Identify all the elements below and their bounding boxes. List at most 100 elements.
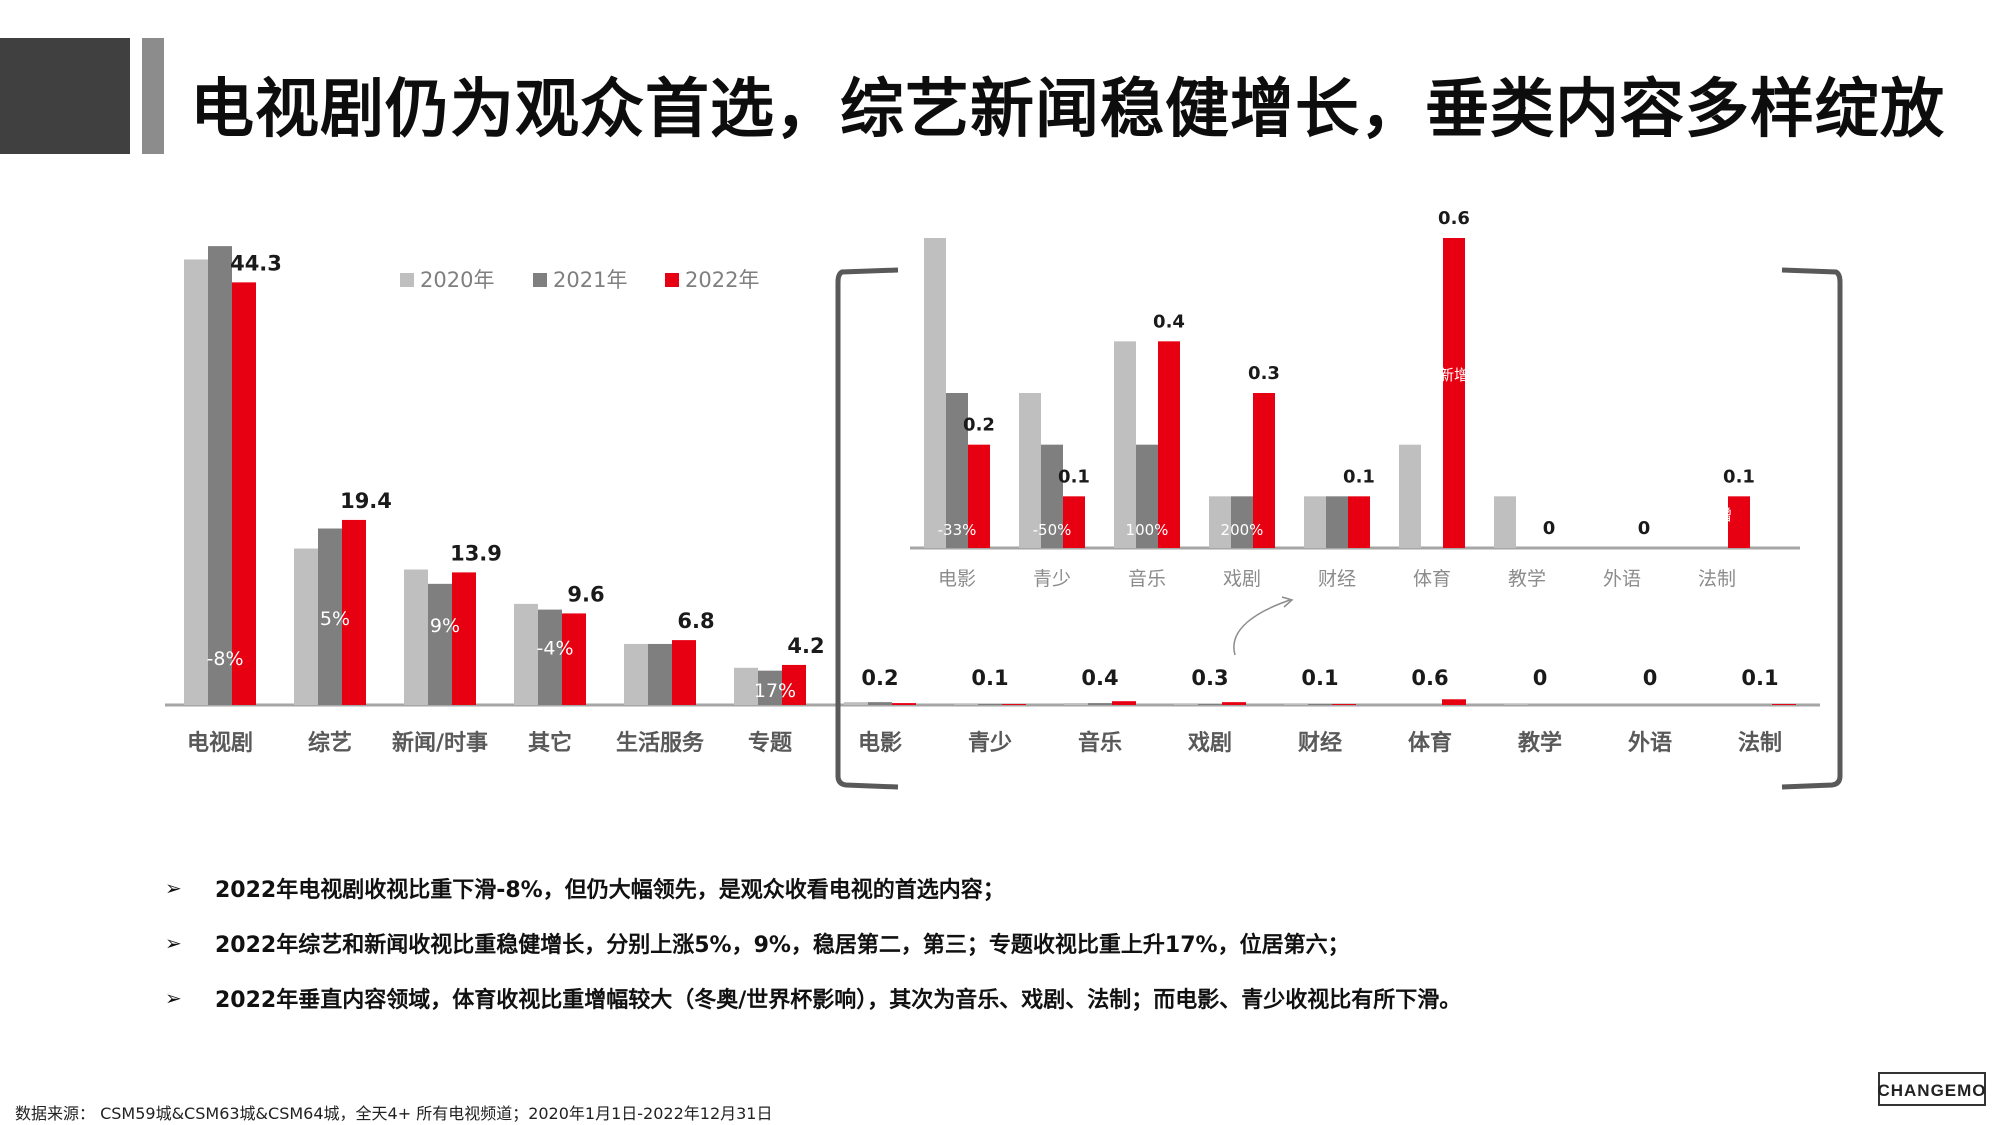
x-tick-label: 青少: [968, 731, 1012, 756]
x-tick-label: 外语: [1628, 730, 1672, 756]
bar-2020年: [184, 259, 208, 705]
inset-bar-2021年: [1231, 496, 1253, 548]
bullet-text: 2022年电视剧收视比重下滑-8%，但仍大幅领先，是观众收看电视的首选内容；: [215, 877, 1005, 903]
title-stripe-gray: [142, 38, 164, 154]
bar-2020年: [1284, 704, 1308, 705]
inset-change-label: 100%: [1126, 521, 1169, 539]
inset-x-tick-label: 法制: [1698, 568, 1736, 590]
bar-2022年: [892, 703, 916, 705]
x-tick-label: 电影: [858, 731, 902, 756]
change-label: 9%: [430, 615, 460, 637]
bar-2020年: [734, 667, 758, 705]
bar-2020年: [514, 603, 538, 705]
x-tick-label: 财经: [1298, 730, 1342, 756]
x-tick-label: 电视剧: [187, 730, 253, 756]
data-label: 0.1: [1301, 666, 1338, 690]
change-label: 17%: [754, 680, 796, 702]
inset-bar-2020年: [1304, 496, 1326, 548]
bar-2021年: [868, 702, 892, 705]
bar-2020年: [294, 548, 318, 705]
inset-data-label: 0.4: [1153, 311, 1185, 332]
inset-x-tick-label: 电影: [938, 568, 976, 590]
bar-2021年: [978, 704, 1002, 705]
bullet-item: ➢ 2022年垂直内容领域，体育收视比重增幅较大（冬奥/世界杯影响），其次为音乐…: [165, 970, 1461, 1025]
data-label: 0.4: [1081, 666, 1118, 690]
bar-2021年: [538, 609, 562, 705]
legend-label: 2021年: [553, 268, 627, 292]
inset-x-tick-label: 财经: [1318, 568, 1356, 590]
x-tick-label: 教学: [1518, 730, 1562, 756]
x-tick-label: 新闻/时事: [392, 730, 488, 756]
bar-2022年: [562, 613, 586, 705]
bar-2022年: [342, 519, 366, 705]
bullet-item: ➢ 2022年综艺和新闻收视比重稳健增长，分别上涨5%，9%，稳居第二，第三；专…: [165, 915, 1461, 970]
arrow-bullet-icon: ➢: [165, 985, 182, 1010]
arrow-bullet-icon: ➢: [165, 875, 182, 900]
data-label: 0.1: [1741, 666, 1778, 690]
bar-2020年: [954, 704, 978, 705]
data-source-note: 数据来源： CSM59城&CSM63城&CSM64城，全天4+ 所有电视频道；2…: [15, 1104, 773, 1123]
inset-x-tick-label: 教学: [1508, 568, 1546, 590]
pointer-arrow-icon: [1233, 599, 1291, 656]
inset-data-label: 0: [1638, 518, 1651, 539]
inset-bar-2020年: [924, 238, 946, 548]
x-tick-label: 其它: [528, 730, 572, 756]
title-block-dark: [0, 38, 130, 154]
data-label: 4.2: [787, 634, 824, 658]
bar-2021年: [1198, 704, 1222, 705]
inset-data-label: 0.1: [1723, 466, 1755, 487]
inset-bar-2021年: [946, 393, 968, 548]
legend-label: 2020年: [420, 268, 494, 292]
x-tick-label: 综艺: [308, 730, 352, 756]
brand-logo: CHANGEMO: [1878, 1072, 1986, 1106]
bar-2021年: [758, 670, 782, 705]
bullet-text: 2022年综艺和新闻收视比重稳健增长，分别上涨5%，9%，稳居第二，第三；专题收…: [215, 932, 1350, 958]
data-label: 0.2: [861, 666, 898, 690]
bar-2021年: [1088, 703, 1112, 705]
legend-swatch: [533, 273, 547, 287]
arrow-bullet-icon: ➢: [165, 930, 182, 955]
inset-bar-2020年: [1399, 444, 1421, 548]
x-tick-label: 音乐: [1078, 730, 1122, 756]
inset-bar-2021年: [1041, 444, 1063, 548]
inset-bar-2022年: [1443, 238, 1465, 548]
data-label: 0: [1533, 666, 1548, 690]
change-label: -8%: [207, 648, 244, 670]
inset-data-label: 0.6: [1438, 208, 1470, 229]
bar-2020年: [1504, 704, 1528, 705]
x-tick-label: 生活服务: [616, 731, 705, 756]
bar-2021年: [648, 643, 672, 705]
inset-bar-2020年: [1209, 496, 1231, 548]
inset-change-label: 新增: [1439, 366, 1469, 384]
x-tick-label: 体育: [1408, 730, 1452, 756]
inset-change-label: 200%: [1221, 521, 1264, 539]
bar-2022年: [1772, 704, 1796, 705]
x-tick-label: 专题: [748, 730, 793, 756]
inset-bar-2021年: [1326, 496, 1348, 548]
x-tick-label: 法制: [1738, 731, 1782, 756]
right-bracket: [1781, 267, 1843, 790]
pointer-arrowhead-icon: [1281, 596, 1294, 608]
legend-label: 2022年: [685, 268, 759, 292]
data-label: 0: [1643, 666, 1658, 690]
bar-2020年: [844, 702, 868, 705]
inset-x-tick-label: 外语: [1603, 568, 1641, 590]
x-tick-label: 戏剧: [1187, 731, 1232, 756]
inset-bar-2022年: [1253, 393, 1275, 548]
inset-bar-2020年: [1114, 341, 1136, 548]
bar-2022年: [1332, 704, 1356, 705]
inset-bar-2022年: [1728, 496, 1750, 548]
change-label: -4%: [537, 638, 574, 660]
bar-2022年: [1442, 699, 1466, 705]
inset-bar-2022年: [1158, 341, 1180, 548]
data-label: 0.1: [971, 666, 1008, 690]
bullet-item: ➢ 2022年电视剧收视比重下滑-8%，但仍大幅领先，是观众收看电视的首选内容；: [165, 860, 1461, 915]
inset-data-label: 0: [1543, 518, 1556, 539]
data-label: 19.4: [340, 489, 392, 513]
inset-bar-2021年: [1136, 444, 1158, 548]
inset-x-tick-label: 戏剧: [1223, 568, 1261, 590]
inset-bar-2020年: [1019, 393, 1041, 548]
bar-2021年: [208, 246, 232, 705]
bar-2022年: [232, 282, 256, 705]
bar-2022年: [672, 640, 696, 705]
